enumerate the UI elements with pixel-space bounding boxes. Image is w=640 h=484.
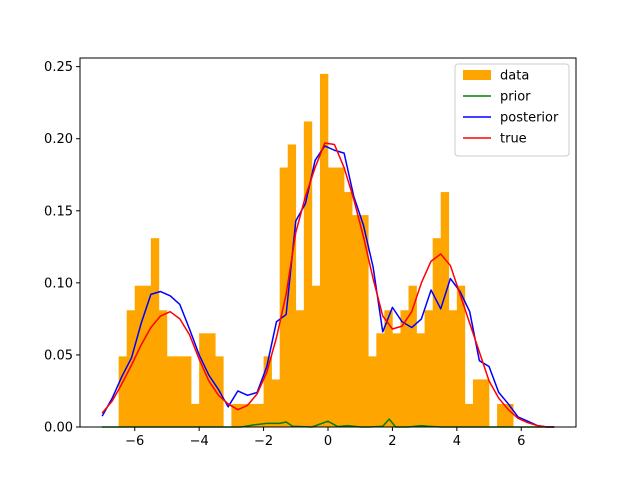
x-tick-label: 0 (324, 434, 332, 449)
legend-swatch-data (463, 70, 491, 80)
histogram-bar-23 (303, 121, 313, 428)
histogram-bar-14 (231, 403, 240, 427)
x-tick-label: −4 (190, 434, 209, 449)
histogram-bar-30 (360, 215, 369, 427)
histogram-bar-17 (255, 403, 264, 427)
y-axis-ticks: 0.00 0.05 0.10 0.15 0.20 0.25 (44, 60, 80, 436)
histogram-bar-6 (166, 356, 176, 427)
histogram-bar-15 (239, 403, 248, 427)
histogram-bar-7 (175, 356, 184, 427)
y-tick-label: 0.15 (44, 204, 73, 219)
legend-label-true: true (500, 132, 527, 147)
x-tick-label: 2 (388, 434, 396, 449)
histogram-bar-25 (319, 73, 329, 428)
histogram-bar-22 (295, 310, 305, 427)
histogram-bar-38 (424, 310, 433, 427)
x-axis-ticks: −6 −4 −2 0 2 4 6 (125, 427, 525, 449)
y-tick-label: 0.20 (44, 132, 73, 147)
x-tick-label: 6 (517, 434, 525, 449)
histogram-bar-40 (440, 192, 450, 427)
x-tick-label: −6 (125, 434, 144, 449)
histogram-bar-36 (408, 285, 417, 427)
series-lines (101, 142, 555, 428)
y-tick-label: 0.25 (44, 60, 73, 75)
y-tick-label: 0.00 (44, 421, 73, 436)
histogram-bar-5 (158, 310, 168, 427)
histogram-bar-27 (336, 167, 345, 428)
histogram-bar-48 (505, 403, 514, 427)
x-tick-label: −2 (254, 434, 273, 449)
histogram-bar-21 (287, 144, 297, 428)
histogram-bar-37 (416, 333, 425, 427)
histogram-bar-44 (472, 379, 482, 427)
x-tick-label: 4 (453, 434, 461, 449)
histogram-bars (118, 73, 514, 428)
histogram-bar-1 (126, 310, 136, 427)
histogram-bar-8 (183, 356, 192, 427)
histogram-bar-32 (376, 333, 385, 427)
histogram-bar-45 (480, 379, 490, 427)
histogram-bar-39 (432, 238, 442, 427)
histogram-bar-35 (400, 310, 409, 427)
posterior-series-line (101, 145, 555, 428)
histogram-bar-2 (134, 285, 144, 427)
histogram-bar-10 (199, 333, 208, 427)
histogram-bar-0 (118, 356, 127, 427)
histogram-bar-20 (279, 167, 289, 428)
y-tick-label: 0.05 (44, 348, 73, 363)
legend-label-data: data (500, 69, 529, 84)
legend: data prior posterior true (454, 63, 570, 157)
histogram-bar-16 (247, 403, 256, 427)
histogram-bar-47 (497, 403, 506, 427)
true-series-line (101, 142, 555, 428)
legend-label-prior: prior (500, 90, 531, 105)
histogram-bar-41 (448, 310, 458, 427)
histogram-bar-29 (352, 215, 361, 427)
histogram-bar-4 (150, 238, 160, 427)
histogram-bar-28 (344, 192, 353, 427)
histogram-bar-3 (142, 285, 152, 427)
histogram-bar-9 (191, 403, 200, 427)
histogram-bar-26 (328, 167, 337, 428)
legend-label-posterior: posterior (500, 111, 559, 126)
histogram-bar-18 (263, 356, 272, 427)
histogram-bar-19 (271, 379, 280, 427)
legend-box (454, 63, 570, 157)
y-tick-label: 0.10 (44, 276, 73, 291)
histogram-bar-24 (311, 285, 321, 427)
histogram-bar-42 (456, 285, 466, 427)
prior-series-line (101, 418, 555, 428)
histogram-bar-43 (464, 403, 474, 427)
histogram-bar-34 (392, 333, 401, 427)
histogram-bar-33 (384, 310, 393, 427)
histogram-bar-31 (368, 356, 377, 427)
